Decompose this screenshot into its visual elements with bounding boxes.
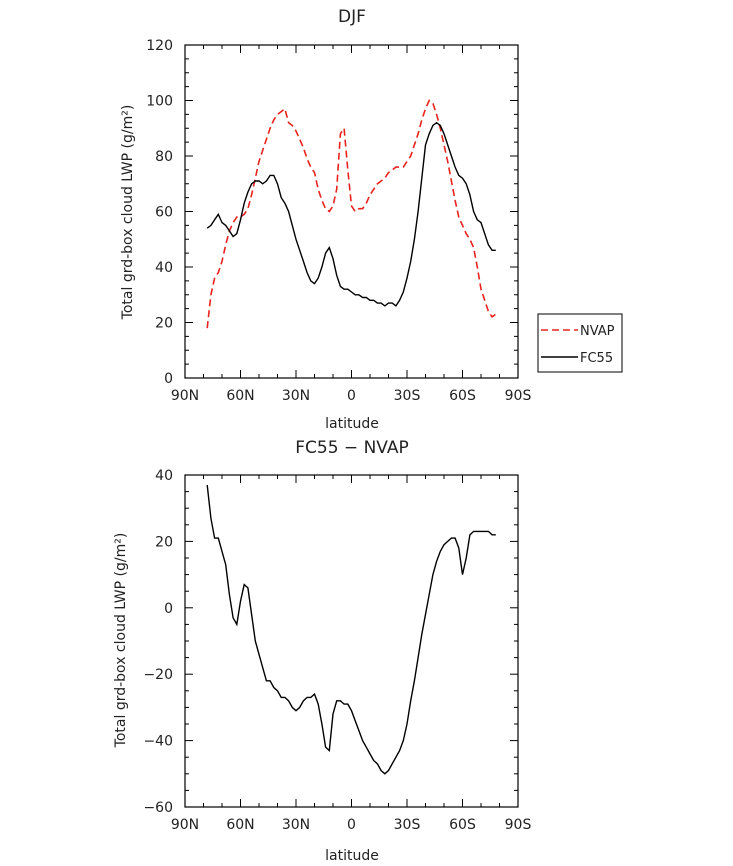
x-tick-label: 60N [226,817,254,833]
x-tick-label: 30N [282,388,310,404]
y-tick-label: 0 [164,371,173,387]
legend-label-fc55: FC55 [580,351,613,366]
series-line-nvap [206,99,497,329]
x-tick-label: 30N [282,817,310,833]
x-axis-label: latitude [325,848,379,864]
x-tick-label: 30S [394,388,421,404]
y-tick-label: −20 [143,667,173,683]
x-axis-label: latitude [325,416,379,432]
y-axis-label: Total grd-box cloud LWP (g/m²) [120,105,136,321]
chart-title: DJF [338,7,366,27]
plot-area: 90N 60N 30N 0 30S 60S 90S 0 20 40 60 80 100 120 [146,38,531,404]
y-tick-label: 80 [155,149,173,165]
y-tick-label: 20 [155,534,173,550]
top-panel-djf: DJF 90N 60N 30N 0 30S 60S 90S 0 20 40 60 80 100 120 l… [120,7,623,432]
plot-frame [184,474,519,808]
y-tick-label: 60 [155,205,173,221]
x-tick-label: 0 [347,388,356,404]
x-tick-label: 90N [171,388,199,404]
x-tick-label: 60S [449,817,476,833]
chart-title: FC55 − NVAP [295,438,408,458]
x-tick-label: 60N [226,388,254,404]
y-tick-label: 20 [155,316,173,332]
x-tick-label: 60S [449,388,476,404]
y-tick-label: 40 [155,468,173,484]
x-tick-label: 90S [505,388,532,404]
series-line-fc55 [206,121,496,307]
legend-label-nvap: NVAP [580,324,615,339]
y-tick-label: 40 [155,260,173,276]
x-tick-label: 90N [171,817,199,833]
y-tick-label: 0 [164,601,173,617]
y-axis-label: Total grd-box cloud LWP (g/m²) [113,533,129,749]
y-tick-label: 120 [146,38,173,54]
legend: NVAP FC55 [537,313,623,373]
y-tick-label: 100 [146,94,173,110]
plot-frame [184,44,519,379]
x-tick-label: 0 [347,817,356,833]
x-tick-label: 90S [505,817,532,833]
y-tick-label: −40 [143,734,173,750]
legend-box [537,313,623,373]
x-tick-label: 30S [394,817,421,833]
series-line-difference [206,484,496,775]
y-tick-label: −60 [143,800,173,816]
plot-area: 90N 60N 30N 0 30S 60S 90S −60 −40 −20 0 20 40 [143,468,531,833]
bottom-panel-difference: FC55 − NVAP 90N 60N 30N 0 30S 60S 90S −60 −40 −20… [113,438,531,864]
